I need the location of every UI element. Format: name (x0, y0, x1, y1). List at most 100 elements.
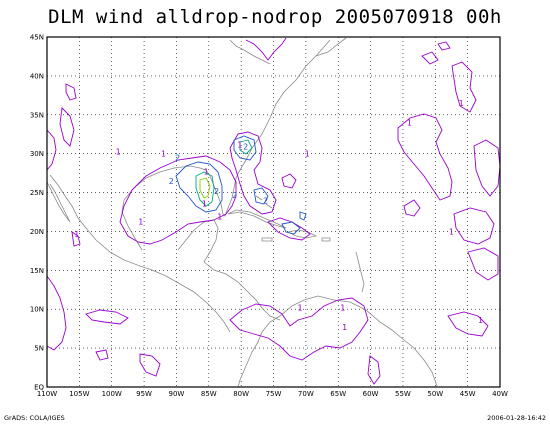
y-tick-label: 15N (30, 267, 44, 275)
coastline-bahamas (255, 195, 273, 209)
x-tick-label: 75W (266, 390, 282, 398)
contour-label: 2 (263, 196, 268, 205)
contour-3-gulf (195, 171, 215, 207)
lat-lon-grid (47, 37, 500, 387)
contour-1-gulf (119, 155, 237, 245)
coastline-pacific-mexico (49, 174, 231, 333)
contour-1-caribbean (267, 217, 311, 241)
contours (47, 37, 500, 385)
axis-ticks: 110W 105W 100W 95W 90W 85W 80W 75W 70W 65W 60W 55W 5… (30, 34, 508, 399)
x-tick-label: 55W (395, 390, 411, 398)
contour-1-mexico-west (59, 107, 75, 147)
x-tick-label: 105W (69, 390, 89, 398)
coastline-maritimes (315, 37, 347, 57)
y-tick-label: EQ (34, 384, 44, 392)
contour-2-florida (233, 135, 257, 161)
contour-2-bahamas (253, 187, 269, 205)
contour-1-mid-atlantic (403, 199, 421, 217)
contour-1-pac-mid (95, 349, 109, 361)
y-tick-label: 40N (30, 72, 44, 80)
contour-2-small (299, 211, 307, 221)
y-tick-label: 20N (30, 228, 44, 236)
contour-label: 1 (459, 99, 464, 108)
map-frame (46, 36, 501, 388)
contour-label: 1 (305, 150, 310, 159)
x-tick-label: 80W (233, 390, 249, 398)
contour-label: 2 (243, 143, 248, 152)
contour-label: 1 (237, 140, 242, 149)
contour-1-guiana (367, 355, 381, 385)
y-tick-label: 45N (30, 34, 44, 42)
coastline-central-america (203, 261, 281, 321)
contour-label: 1 (161, 150, 166, 159)
x-tick-label: 60W (363, 390, 379, 398)
coastline-cuba (227, 209, 287, 229)
contour-label: 1 (449, 227, 454, 236)
y-tick-label: 5N (34, 345, 44, 353)
contour-1-mex-pac (71, 231, 81, 247)
contour-1-north-atlantic-a (397, 113, 453, 201)
coastline-south-america-west (237, 331, 263, 387)
contour-1-sw-corner (47, 129, 57, 171)
contour-label: 1 (407, 119, 412, 128)
contour-1-ne (421, 51, 439, 65)
contour-1-east (453, 207, 495, 245)
contour-1-bermuda (281, 173, 297, 189)
coastline-south-america (261, 295, 438, 387)
contour-1-north-atlantic-b (451, 61, 477, 113)
coastline-jamaica (261, 237, 273, 242)
contour-2-cuba (281, 221, 301, 235)
y-tick-label: 10N (30, 306, 44, 314)
coastline-great-lakes (229, 39, 271, 65)
contour-2-gulf (175, 161, 223, 213)
contour-label: 1 (478, 316, 483, 325)
contour-1-far-east-south (447, 311, 489, 337)
coastlines (47, 37, 438, 387)
contour-label: 2 (175, 154, 180, 163)
contour-1-mexico-nw (65, 83, 77, 101)
contour-label: 1 (202, 199, 207, 208)
contour-label: 1 (342, 323, 347, 332)
contour-label: 1 (204, 168, 209, 177)
x-tick-label: 90W (169, 390, 185, 398)
y-tick-label: 35N (30, 111, 44, 119)
contour-1-canada (245, 37, 287, 61)
x-tick-label: 110W (37, 390, 57, 398)
contour-1-south-america (229, 297, 369, 361)
contour-label: 1 (297, 304, 302, 313)
contour-label: 1 (217, 213, 222, 222)
contour-1-pacific-west (47, 275, 67, 351)
x-tick-label: 100W (102, 390, 122, 398)
contour-label: 2 (214, 187, 219, 196)
contour-1-pacific-south (85, 309, 129, 325)
coastline-puerto-rico (321, 237, 331, 242)
contour-label: 1 (116, 147, 121, 156)
footer-timestamp: 2006-01-28-16:42 (487, 414, 546, 422)
contour-label: 1 (74, 230, 79, 239)
contour-label: 1 (340, 304, 345, 313)
contour-1-east-b (467, 247, 499, 281)
contour-label: 2 (232, 191, 237, 200)
x-tick-label: 85W (201, 390, 217, 398)
contour-3-florida (239, 139, 253, 155)
x-tick-label: 40W (492, 390, 508, 398)
y-tick-label: 25N (30, 189, 44, 197)
contour-1-ne-b (437, 41, 451, 51)
y-tick-label: 30N (30, 150, 44, 158)
coastline-baja (47, 181, 71, 223)
contour-1-north-atlantic-c (473, 139, 500, 197)
contour-label: 2 (169, 177, 174, 186)
footer-credit: GrADS: COLA/IGES (4, 414, 65, 422)
x-tick-label: 65W (330, 390, 346, 398)
x-tick-label: 70W (298, 390, 314, 398)
map-title: DLM wind alldrop-nodrop 2005070918 00h (48, 6, 502, 28)
x-tick-label: 45W (460, 390, 476, 398)
contour-1-pacific-sw (139, 353, 161, 377)
coastline-antilles (355, 251, 365, 293)
coastline-gulf (121, 39, 331, 251)
x-tick-label: 50W (427, 390, 443, 398)
contour-4-gulf (199, 177, 211, 199)
contour-1-atlantic-coast (229, 131, 277, 215)
